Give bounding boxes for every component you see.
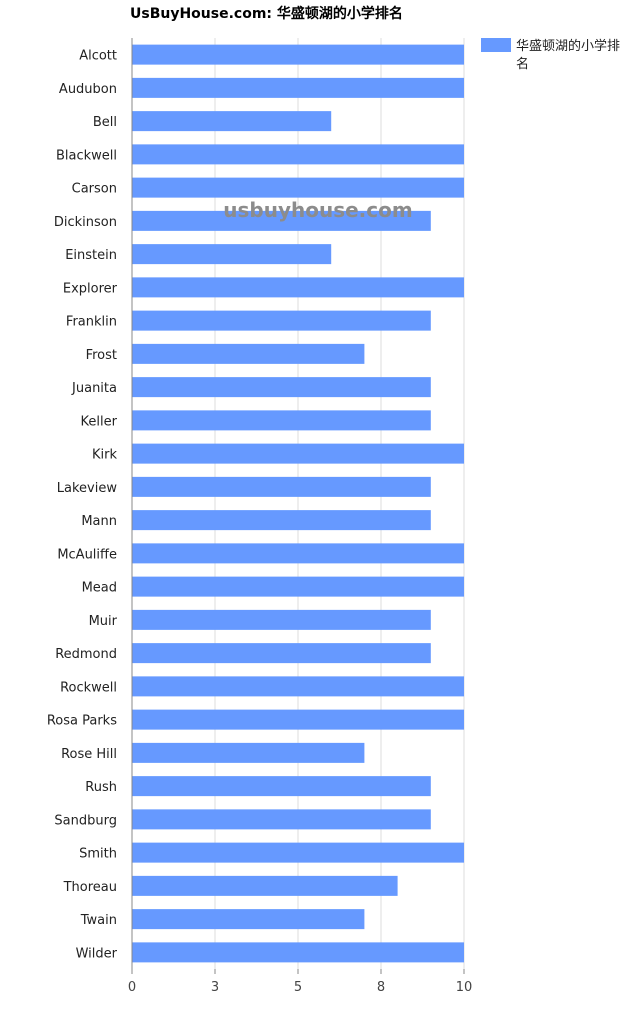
category-labels: Alcott Audubon Bell Blackwell Carson Dickinso… (47, 49, 118, 962)
legend-label: 华盛顿湖的小学排名 (516, 38, 620, 72)
bar (132, 942, 464, 963)
bar (132, 343, 365, 364)
bar (132, 443, 464, 464)
bar (132, 875, 398, 896)
bar (132, 909, 365, 930)
category-label: Explorer (63, 281, 118, 296)
bar (132, 144, 464, 165)
x-axis-ticks: 0 3 5 8 10 (128, 969, 472, 995)
legend: 华盛顿湖的小学排名 (481, 38, 620, 72)
bar (132, 776, 431, 797)
category-label: Juanita (71, 381, 117, 396)
bar (132, 742, 365, 763)
category-label: Alcott (79, 49, 117, 64)
bar (132, 510, 431, 531)
bar (132, 809, 431, 830)
category-label: Rockwell (60, 680, 117, 695)
bar (132, 709, 464, 730)
x-tick-label: 3 (211, 980, 219, 995)
category-label: Mead (82, 581, 117, 596)
bar (132, 543, 464, 564)
bar (132, 44, 464, 65)
category-label: Rush (85, 780, 117, 795)
category-label: Franklin (66, 315, 117, 330)
bar (132, 410, 431, 431)
watermark: usbuyhouse.com (223, 198, 412, 222)
category-label: Carson (72, 182, 117, 197)
bar (132, 676, 464, 697)
bars (132, 44, 464, 963)
category-label: Keller (81, 414, 118, 429)
category-label: Mann (81, 514, 117, 529)
x-tick-label: 0 (128, 980, 136, 995)
bar (132, 576, 464, 597)
bar (132, 476, 431, 497)
bar (132, 177, 464, 198)
bar (132, 277, 464, 298)
legend-swatch (481, 38, 511, 52)
category-label: Bell (93, 115, 117, 130)
bar (132, 377, 431, 398)
category-label: Thoreau (63, 880, 117, 895)
bar (132, 77, 464, 98)
category-label: Lakeview (57, 481, 118, 496)
category-label: Kirk (92, 448, 117, 463)
category-label: Audubon (59, 82, 117, 97)
bar (132, 210, 431, 231)
category-label: Muir (89, 614, 118, 629)
bar (132, 244, 332, 265)
bar (132, 111, 332, 132)
category-label: Rosa Parks (47, 714, 117, 729)
category-label: Redmond (55, 647, 117, 662)
bar (132, 310, 431, 331)
category-label: McAuliffe (57, 547, 117, 562)
category-label: Dickinson (54, 215, 117, 230)
category-label: Blackwell (56, 148, 117, 163)
category-label: Twain (80, 913, 117, 928)
category-label: Rose Hill (61, 747, 117, 762)
bar (132, 609, 431, 630)
category-label: Sandburg (54, 813, 117, 828)
chart-title: UsBuyHouse.com: 华盛顿湖的小学排名 (130, 5, 403, 22)
category-label: Einstein (65, 248, 117, 263)
bar (132, 842, 464, 863)
category-label: Frost (86, 348, 117, 363)
x-tick-label: 10 (456, 980, 473, 995)
category-label: Wilder (76, 946, 118, 961)
x-tick-label: 8 (377, 980, 385, 995)
x-tick-label: 5 (294, 980, 302, 995)
category-label: Smith (79, 847, 117, 862)
bar (132, 643, 431, 664)
